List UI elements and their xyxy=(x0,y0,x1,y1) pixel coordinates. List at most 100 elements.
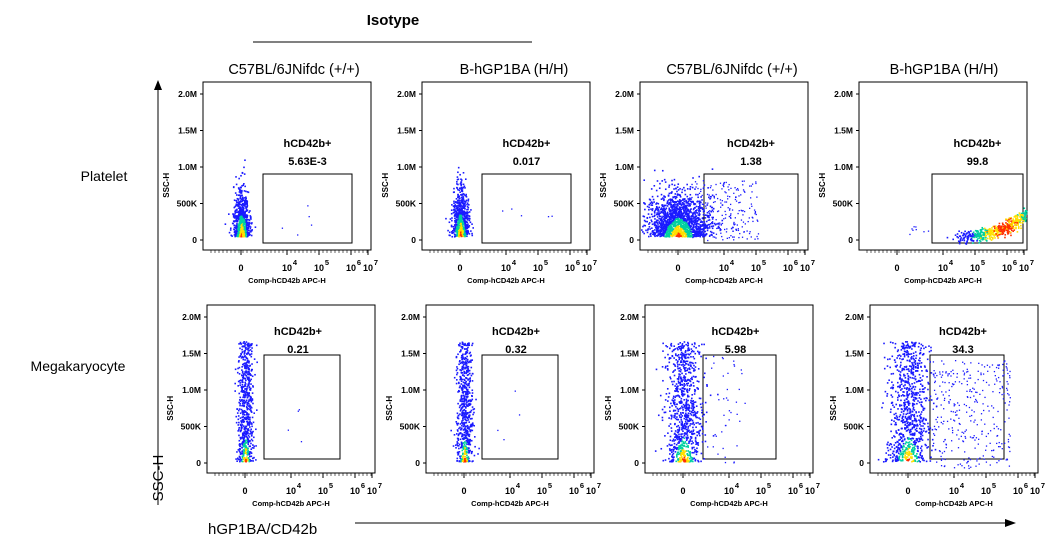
scatter-point xyxy=(659,235,662,238)
scatter-point xyxy=(249,215,252,217)
scatter-point xyxy=(680,199,682,202)
scatter-point xyxy=(662,234,665,237)
scatter-point xyxy=(689,186,692,188)
scatter-point xyxy=(741,210,743,212)
scatter-point xyxy=(241,228,244,230)
scatter-point xyxy=(677,232,680,235)
scatter-point xyxy=(709,195,712,198)
scatter-point xyxy=(244,345,246,348)
scatter-point xyxy=(462,211,464,214)
scatter-point xyxy=(975,230,978,233)
scatter-point xyxy=(668,208,671,211)
scatter-point xyxy=(244,362,247,365)
scatter-point xyxy=(972,240,975,242)
scatter-point xyxy=(686,183,688,186)
scatter-point xyxy=(978,232,980,235)
scatter-point xyxy=(241,409,244,412)
scatter-point xyxy=(251,347,253,349)
scatter-point xyxy=(457,221,460,224)
scatter-point xyxy=(242,449,245,451)
scatter-point xyxy=(675,228,678,231)
scatter-point xyxy=(687,219,690,221)
scatter-point xyxy=(989,229,992,232)
scatter-point xyxy=(247,364,249,367)
scatter-point xyxy=(245,220,248,223)
scatter-point xyxy=(240,224,243,226)
scatter-point xyxy=(470,374,473,377)
scatter-point xyxy=(466,227,469,230)
scatter-point xyxy=(704,233,707,236)
scatter-point xyxy=(704,214,707,216)
scatter-point xyxy=(253,358,256,360)
scatter-point xyxy=(701,221,703,223)
scatter-point xyxy=(243,385,246,388)
scatter-point xyxy=(249,432,251,435)
scatter-point xyxy=(242,443,245,446)
scatter-point xyxy=(729,203,732,206)
scatter-point xyxy=(649,199,652,201)
scatter-point xyxy=(702,180,705,182)
scatter-point xyxy=(238,359,240,362)
scatter-point xyxy=(670,210,672,213)
scatter-point xyxy=(663,195,665,197)
scatter-point xyxy=(724,191,726,193)
scatter-point xyxy=(241,416,244,419)
scatter-point xyxy=(978,239,981,242)
scatter-point xyxy=(250,410,252,413)
x-tick-exponent: 4 xyxy=(297,481,302,490)
scatter-point xyxy=(915,226,917,228)
scatter-point xyxy=(688,220,691,223)
scatter-point xyxy=(242,394,245,396)
scatter-point xyxy=(457,208,459,211)
x-tick-label: 10 xyxy=(938,263,948,273)
scatter-point xyxy=(678,208,680,211)
scatter-point xyxy=(247,395,249,397)
scatter-point xyxy=(453,376,456,379)
scatter-point xyxy=(672,200,674,202)
scatter-point xyxy=(725,213,727,216)
scatter-point xyxy=(244,185,246,188)
panel-x-label: Comp-hCD42b APC-H xyxy=(471,499,549,508)
scatter-point xyxy=(461,228,463,231)
scatter-point xyxy=(250,405,252,408)
scatter-point xyxy=(467,399,470,402)
scatter-point xyxy=(250,378,252,381)
x-tick-label: 10 xyxy=(367,486,377,496)
scatter-point xyxy=(729,216,732,218)
scatter-point xyxy=(243,364,246,367)
scatter-point xyxy=(661,224,664,226)
scatter-point xyxy=(709,205,712,208)
scatter-point xyxy=(1004,225,1006,227)
scatter-point xyxy=(657,230,659,233)
y-tick-label: 1.5M xyxy=(178,126,197,136)
scatter-point xyxy=(667,222,670,224)
scatter-point xyxy=(242,211,245,214)
scatter-point xyxy=(1023,212,1026,215)
scatter-point xyxy=(655,224,658,227)
scatter-point xyxy=(655,221,658,224)
scatter-point xyxy=(695,225,698,227)
scatter-point xyxy=(674,222,677,224)
scatter-point xyxy=(245,414,248,416)
scatter-point xyxy=(695,230,697,232)
scatter-point xyxy=(463,213,466,215)
scatter-point xyxy=(245,448,247,450)
scatter-point xyxy=(672,196,674,198)
scatter-point xyxy=(456,224,459,227)
scatter-point xyxy=(692,220,695,222)
scatter-point xyxy=(701,203,704,205)
scatter-point xyxy=(995,230,998,233)
scatter-point xyxy=(237,231,239,233)
scatter-point xyxy=(236,216,239,219)
scatter-point xyxy=(1000,225,1003,228)
scatter-point xyxy=(246,361,248,364)
scatter-point xyxy=(709,234,711,237)
scatter-point xyxy=(250,455,253,458)
scatter-point xyxy=(241,211,244,213)
scatter-point xyxy=(244,216,247,218)
x-tick-exponent: 6 xyxy=(580,481,584,490)
scatter-point xyxy=(250,343,252,346)
y-tick-label: 2.0M xyxy=(615,89,634,99)
scatter-point xyxy=(234,390,236,392)
scatter-point xyxy=(249,430,252,433)
